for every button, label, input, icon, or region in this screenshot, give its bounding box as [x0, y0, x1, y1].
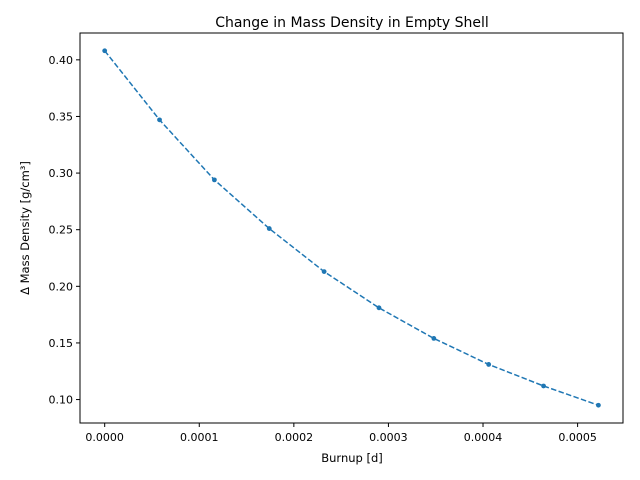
data-point: [157, 117, 162, 123]
y-tick-label: 0.30: [49, 167, 74, 180]
data-point: [376, 305, 382, 311]
x-tick-label: 0.0002: [275, 431, 314, 444]
y-tick-label: 0.25: [49, 224, 74, 237]
x-tick-label: 0.0001: [180, 431, 219, 444]
data-point: [102, 48, 108, 54]
data-point: [596, 402, 601, 408]
x-tick-label: 0.0003: [369, 431, 408, 444]
y-tick-label: 0.20: [49, 280, 74, 293]
data-point: [486, 362, 492, 367]
x-tick-label: 0.0005: [558, 431, 597, 444]
plot-area: [102, 48, 601, 408]
y-axis-label: Δ Mass Density [g/cm³]: [18, 161, 32, 295]
data-point: [541, 383, 546, 389]
data-point: [266, 226, 272, 231]
series-line: [104, 50, 599, 406]
data-point: [431, 336, 437, 341]
y-tick-label: 0.35: [49, 110, 74, 123]
x-tick-label: 0.0004: [464, 431, 503, 444]
y-tick-label: 0.15: [49, 337, 74, 350]
chart-title: Change in Mass Density in Empty Shell: [215, 15, 489, 31]
data-point: [321, 269, 327, 274]
data-point: [212, 177, 217, 183]
x-axis-label: Burnup [d]: [321, 451, 383, 465]
y-tick-label: 0.40: [49, 54, 74, 67]
x-tick-label: 0.0000: [85, 431, 124, 444]
y-axis: 0.10 0.15 0.20 0.25 0.30 0.35 0.40: [49, 54, 80, 407]
plot-frame: [79, 32, 624, 424]
y-tick-label: 0.10: [49, 394, 74, 407]
x-axis: 0.0000 0.0001 0.0002 0.0003 0.0004 0.0005: [85, 423, 597, 444]
